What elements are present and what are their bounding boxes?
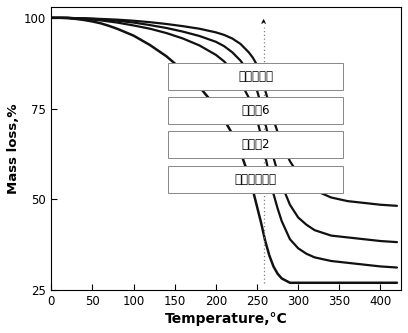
Text: 实施例2: 实施例2 bbox=[242, 138, 270, 151]
Y-axis label: Mass loss,%: Mass loss,% bbox=[7, 103, 20, 194]
Bar bbox=[169, 97, 344, 124]
Bar bbox=[169, 63, 344, 90]
Bar bbox=[169, 166, 344, 193]
Text: 季镃化壳聚糖: 季镃化壳聚糖 bbox=[235, 173, 277, 186]
Bar bbox=[169, 131, 344, 158]
X-axis label: Temperature,°C: Temperature,°C bbox=[165, 312, 288, 326]
Text: 交联壳聚糖: 交联壳聚糖 bbox=[238, 70, 273, 83]
Text: 实施例6: 实施例6 bbox=[242, 104, 270, 117]
